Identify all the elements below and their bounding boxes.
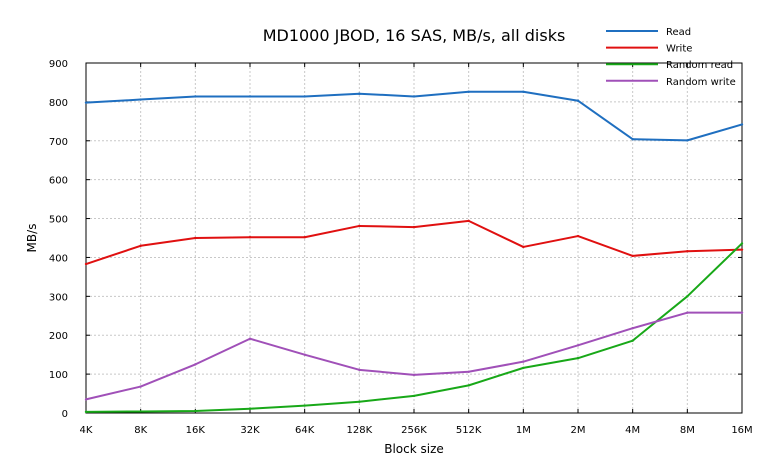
x-tick-label: 16M bbox=[731, 425, 752, 436]
x-tick-label: 128K bbox=[347, 425, 373, 436]
legend-item: Random read bbox=[606, 60, 733, 71]
data-point bbox=[522, 90, 525, 93]
data-point bbox=[248, 337, 252, 340]
y-tick-label: 500 bbox=[49, 215, 68, 226]
data-point bbox=[303, 404, 306, 407]
data-point bbox=[467, 219, 470, 223]
legend-item: Write bbox=[606, 44, 692, 55]
data-point bbox=[467, 370, 470, 373]
legend-item: Read bbox=[606, 27, 691, 38]
data-point bbox=[84, 398, 88, 401]
data-point bbox=[248, 236, 252, 239]
data-point bbox=[631, 254, 634, 258]
x-tick-label: 512K bbox=[456, 425, 482, 436]
data-point bbox=[358, 368, 361, 372]
data-point bbox=[412, 394, 416, 398]
x-tick-label: 1M bbox=[516, 425, 531, 436]
x-tick-label: 8K bbox=[134, 425, 147, 436]
grid bbox=[85, 62, 743, 414]
series-read bbox=[84, 90, 744, 142]
y-tick-label: 900 bbox=[49, 59, 68, 70]
x-tick-label: 2M bbox=[571, 425, 586, 436]
legend-label: Random write bbox=[666, 77, 736, 88]
y-tick-label: 0 bbox=[62, 409, 68, 420]
data-point bbox=[522, 245, 525, 249]
data-point bbox=[740, 248, 744, 251]
data-point bbox=[84, 101, 88, 104]
data-point bbox=[303, 95, 306, 98]
data-point bbox=[194, 236, 197, 240]
data-point bbox=[467, 384, 470, 387]
chart-title: MD1000 JBOD, 16 SAS, MB/s, all disks bbox=[263, 26, 566, 45]
series-random-read bbox=[84, 242, 744, 414]
data-point bbox=[686, 250, 689, 253]
x-tick-label: 64K bbox=[295, 425, 315, 436]
series-lines bbox=[84, 90, 744, 414]
y-tick-label: 200 bbox=[49, 331, 68, 342]
x-tick-label: 256K bbox=[401, 425, 427, 436]
data-point bbox=[358, 400, 361, 403]
data-point bbox=[576, 99, 580, 102]
data-point bbox=[740, 311, 744, 314]
y-axis-label: MB/s bbox=[25, 224, 39, 253]
data-point bbox=[576, 234, 580, 238]
y-tick-label: 400 bbox=[49, 253, 68, 264]
legend-label: Write bbox=[666, 44, 692, 55]
data-point bbox=[740, 242, 744, 245]
x-tick-label: 32K bbox=[240, 425, 260, 436]
data-point bbox=[412, 95, 416, 98]
data-point bbox=[358, 224, 361, 228]
y-tick-label: 100 bbox=[49, 370, 68, 381]
data-point bbox=[303, 353, 306, 356]
data-point bbox=[412, 373, 416, 377]
legend-item: Random write bbox=[606, 77, 736, 88]
data-point bbox=[631, 138, 634, 141]
legend: Read Write Random read Random write bbox=[606, 27, 736, 88]
legend-label: Read bbox=[666, 27, 691, 38]
data-point bbox=[139, 410, 142, 413]
data-point bbox=[139, 244, 142, 247]
data-point bbox=[358, 92, 361, 95]
y-tick-label: 700 bbox=[49, 137, 68, 148]
data-point bbox=[631, 339, 634, 342]
data-point bbox=[194, 363, 197, 366]
data-point bbox=[740, 123, 744, 126]
y-tick-label: 600 bbox=[49, 176, 68, 187]
y-tick-labels: 0 100 200 300 400 500 600 700 800 900 bbox=[49, 59, 742, 420]
x-tick-label: 4K bbox=[80, 425, 93, 436]
y-tick-label: 300 bbox=[49, 292, 68, 303]
data-point bbox=[522, 366, 525, 370]
legend-label: Random read bbox=[666, 60, 733, 71]
data-point bbox=[631, 327, 634, 330]
series-write bbox=[84, 219, 744, 266]
data-point bbox=[139, 385, 142, 388]
data-point bbox=[686, 139, 689, 142]
data-point bbox=[194, 95, 197, 98]
x-tick-label: 8M bbox=[680, 425, 695, 436]
data-point bbox=[686, 311, 689, 314]
x-axis-label: Block size bbox=[384, 442, 444, 456]
data-point bbox=[686, 295, 689, 298]
data-point bbox=[576, 356, 580, 360]
data-point bbox=[576, 344, 580, 347]
series-random-write bbox=[84, 311, 744, 401]
data-point bbox=[412, 225, 416, 229]
data-point bbox=[139, 98, 142, 101]
y-tick-label: 800 bbox=[49, 98, 68, 109]
x-tick-label: 16K bbox=[186, 425, 206, 436]
x-tick-label: 4M bbox=[625, 425, 640, 436]
data-point bbox=[248, 407, 252, 410]
x-tick-labels: 4K 8K 16K 32K 64K 128K 256K 512K 1M 2M 4M 8M 16M bbox=[80, 63, 753, 436]
data-point bbox=[194, 409, 197, 413]
data-point bbox=[84, 262, 88, 266]
data-point bbox=[522, 360, 525, 363]
data-point bbox=[84, 410, 88, 414]
data-point bbox=[467, 90, 470, 93]
data-point bbox=[248, 95, 252, 98]
data-point bbox=[303, 236, 306, 239]
